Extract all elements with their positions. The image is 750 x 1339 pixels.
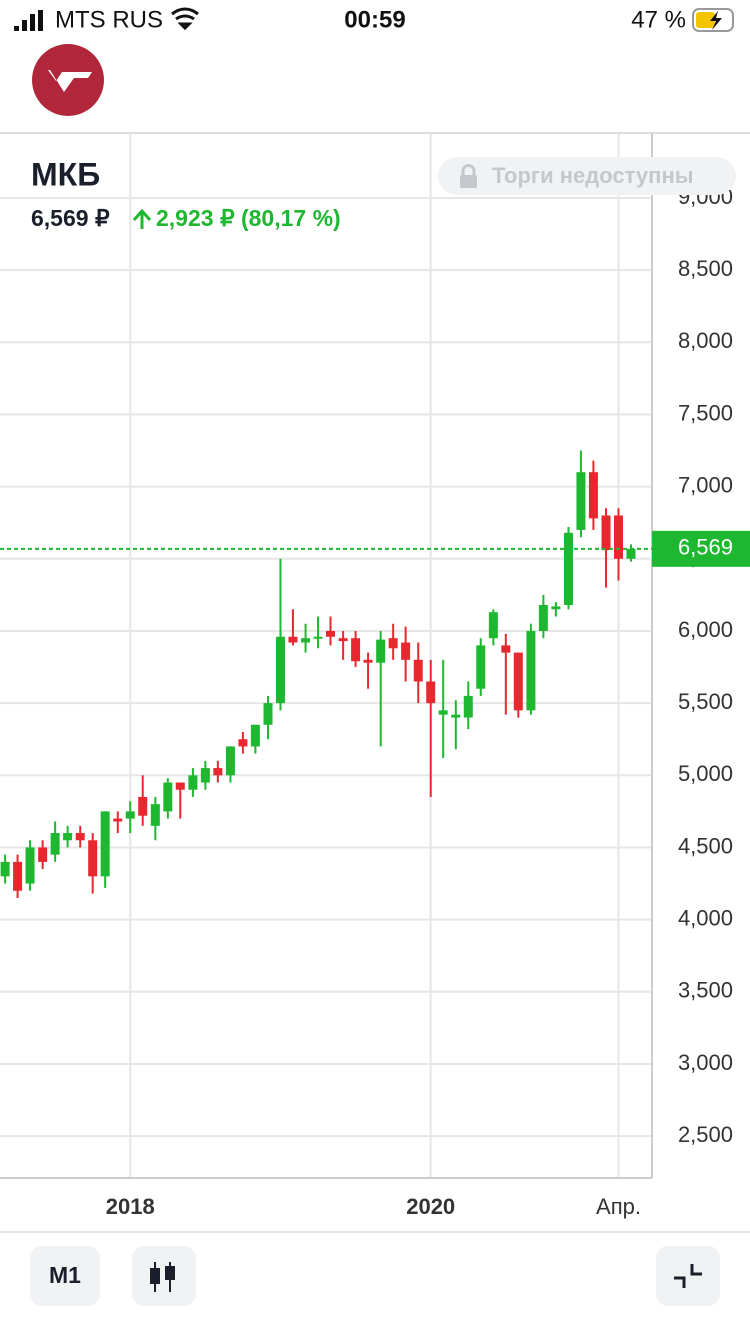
candle-body	[488, 612, 498, 639]
candle-body	[13, 861, 23, 891]
y-tick-label: 4,500	[678, 833, 733, 858]
candle-body	[451, 714, 461, 718]
candle-body	[0, 861, 10, 877]
candle-body	[551, 606, 561, 610]
candle-body	[501, 645, 511, 653]
candle-body	[25, 847, 35, 884]
candle-body	[301, 638, 311, 643]
y-tick-label: 3,500	[678, 978, 733, 1003]
y-tick-label: 7,500	[678, 400, 733, 425]
candle-body	[263, 703, 273, 725]
y-tick-label: 8,500	[678, 256, 733, 281]
candle-body	[438, 710, 448, 715]
candle-body	[376, 639, 386, 663]
candle-body	[250, 724, 260, 747]
candle-body	[150, 804, 160, 826]
carrier: MTS RUS	[55, 6, 163, 33]
y-tick-label: 5,000	[678, 761, 733, 786]
candle-body	[576, 472, 586, 530]
candle-body	[601, 515, 611, 551]
y-tick-label: 8,000	[678, 328, 733, 353]
fullscreen-button[interactable]	[656, 1246, 720, 1306]
candle-body	[163, 782, 173, 812]
interval-button[interactable]	[30, 1246, 100, 1306]
candle-body	[426, 681, 436, 704]
candle-body	[38, 847, 48, 862]
y-tick-label: 5,500	[678, 689, 733, 714]
candle-body	[388, 638, 398, 649]
y-tick-label: 2,500	[678, 1122, 733, 1147]
candle-body	[138, 796, 148, 816]
x-tick-label: Апр.	[596, 1194, 641, 1219]
candle-body	[463, 695, 473, 718]
clock: 00:59	[344, 6, 405, 33]
chart-grid: 2,500 3,000 3,500 4,000 4,500 5,000 5,500 6,000…	[0, 133, 733, 1219]
x-tick-label: 2020	[406, 1194, 455, 1219]
trading-status: Торги недоступны	[492, 163, 694, 188]
candle-body	[225, 746, 235, 776]
candle-body	[413, 659, 423, 682]
candle-body	[313, 636, 323, 639]
candle-body	[125, 811, 135, 819]
candle-body	[188, 775, 198, 790]
candle-body	[351, 638, 361, 662]
candle-body	[88, 840, 98, 877]
candle-body	[113, 818, 123, 822]
candle-body	[175, 782, 185, 790]
y-tick-label: 4,000	[678, 905, 733, 930]
candle-body	[538, 604, 548, 631]
candle-body	[200, 768, 210, 783]
candle-body	[275, 636, 285, 704]
price-change: 2,923 ₽ (80,17 %)	[156, 205, 341, 231]
last-price-label: 6,569	[678, 535, 733, 560]
candle-body	[63, 833, 73, 841]
candle-body	[588, 472, 598, 519]
candle-body	[401, 642, 411, 660]
candle-body	[288, 636, 298, 643]
status-bar: MTS RUS 00:59 47 %	[14, 6, 734, 33]
app-logo[interactable]	[32, 44, 104, 116]
plot: 6,569	[0, 450, 750, 898]
y-tick-label: 7,000	[678, 472, 733, 497]
candle-body	[563, 532, 573, 605]
y-tick-label: 6,000	[678, 617, 733, 642]
candle-body	[326, 630, 336, 637]
candle-body	[338, 638, 348, 642]
status-pill	[438, 157, 736, 195]
x-tick-label: 2018	[106, 1194, 155, 1219]
ticker: МКБ	[31, 156, 100, 192]
candle-body	[526, 630, 536, 711]
battery-level: 47 %	[631, 6, 686, 33]
candle-body	[50, 833, 60, 855]
candle-body	[476, 645, 486, 689]
interval-label: M1	[49, 1262, 81, 1288]
candle-body	[238, 739, 248, 747]
candle-body	[626, 548, 636, 559]
header: МКБ 6,569 ₽ 2,923 ₽ (80,17 %) Торги недо…	[31, 156, 736, 231]
y-tick-label: 3,000	[678, 1050, 733, 1075]
candle-body	[513, 652, 523, 711]
price: 6,569 ₽	[31, 205, 110, 231]
candle-body	[213, 768, 223, 776]
toolbar: M1	[30, 1246, 720, 1306]
candle-body	[613, 515, 623, 559]
chart-type-button[interactable]	[132, 1246, 196, 1306]
candle-body	[100, 811, 110, 877]
last-price-tag	[652, 530, 750, 567]
candle-body	[75, 833, 85, 841]
candle-body	[363, 659, 373, 663]
